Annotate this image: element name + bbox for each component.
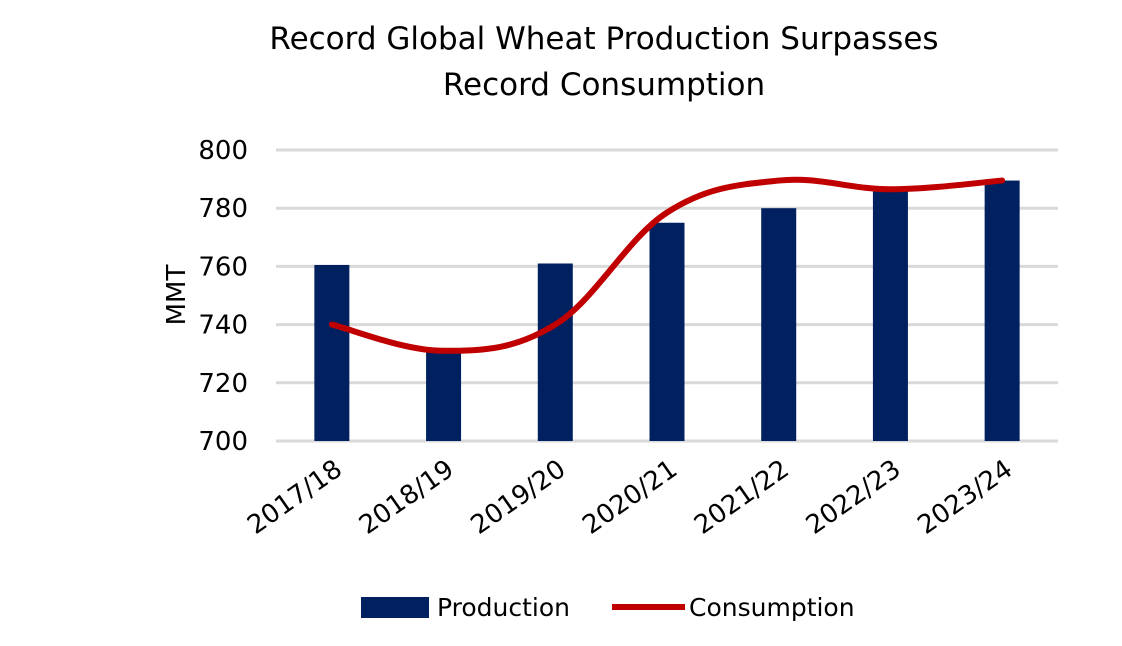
chart-title-line-1: Record Global Wheat Production Surpasses [269,21,939,57]
x-tick-label-2023-24: 2023/24 [912,454,1018,541]
y-tick-label-700: 700 [198,427,248,457]
production-bar-2023-24 [984,180,1020,441]
production-bar-2020-21 [649,222,685,441]
x-tick-label-2020-21: 2020/21 [577,454,683,541]
chart-title: Record Global Wheat Production Surpasses… [0,16,1122,108]
x-tick-label-2017-18: 2017/18 [242,454,348,541]
y-axis-tick-labels: 700 720 740 760 780 800 [198,136,248,457]
production-bar-2017-18 [314,264,350,441]
consumption-line-group [328,176,1006,354]
production-bar-2019-20 [537,263,573,441]
y-tick-label-780: 780 [198,194,248,224]
y-tick-label-760: 760 [198,252,248,282]
x-axis-tick-labels: 2017/18 2018/19 2019/20 2020/21 2021/22 2022/… [242,454,1018,541]
legend-label-production: Production [437,593,570,622]
y-tick-label-720: 720 [198,369,248,399]
legend: Production Consumption [361,593,855,622]
production-bar-2018-19 [426,352,462,441]
y-axis-label: MMT [162,265,192,326]
y-tick-label-740: 740 [198,311,248,341]
x-tick-label-2022-23: 2022/23 [801,454,907,541]
chart-title-line-2: Record Consumption [442,67,766,103]
legend-swatch-production [361,597,429,618]
x-tick-label-2021-22: 2021/22 [689,454,795,541]
x-tick-label-2018-19: 2018/19 [354,454,460,541]
production-bar-2022-23 [872,187,908,441]
legend-label-consumption: Consumption [689,593,855,622]
x-tick-label-2019-20: 2019/20 [466,454,572,541]
y-tick-label-800: 800 [198,136,248,166]
production-bar-2021-22 [761,208,797,441]
production-bars [314,180,1020,441]
